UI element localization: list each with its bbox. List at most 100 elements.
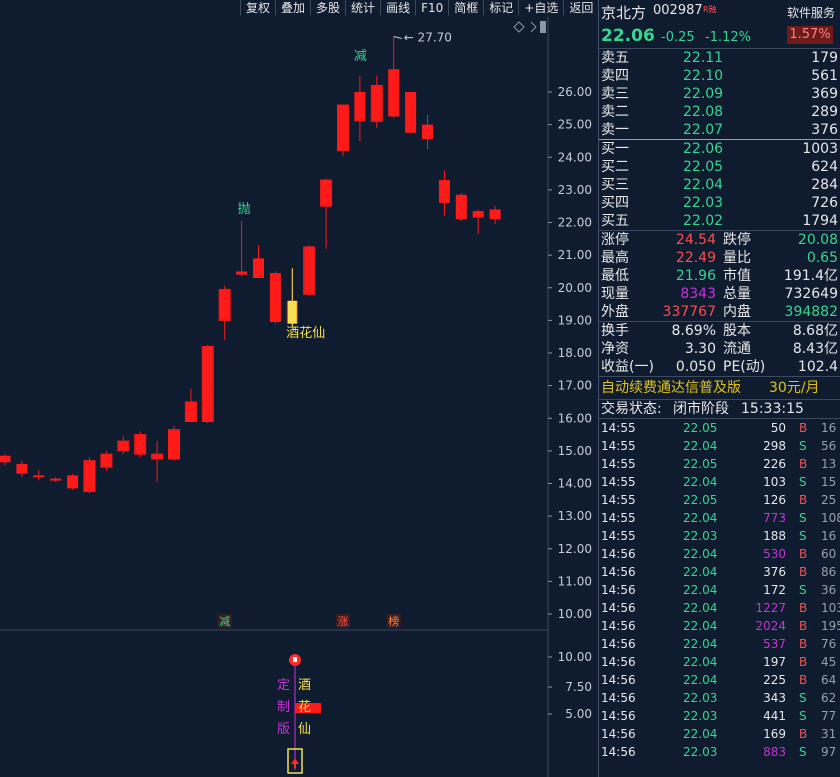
tick-row[interactable]: 14:55 22.04 298 S 56	[599, 437, 840, 455]
stat-row: 最低 21.96 市值 191.4亿	[599, 267, 840, 285]
indicator-label-right: 花	[298, 699, 311, 715]
stat-value: 8.43亿	[792, 341, 838, 357]
candle-fill	[84, 461, 95, 492]
indicator-box	[287, 748, 303, 774]
toolbar-button[interactable]: 多股	[310, 0, 346, 16]
tick-time: 14:56	[601, 745, 636, 759]
indicator-label-right: 酒	[298, 678, 311, 693]
tick-row[interactable]: 14:56 22.03 883 S 97	[599, 743, 840, 761]
tick-side: B	[799, 637, 808, 651]
tick-row[interactable]: 14:56 22.04 1227 B 103	[599, 599, 840, 617]
tick-vol: 1227	[755, 601, 786, 615]
ask-row[interactable]: 卖四 22.10 561	[599, 67, 840, 85]
tick-row[interactable]: 14:56 22.03 343 S 62	[599, 689, 840, 707]
candle-fill	[304, 247, 315, 294]
stat-value: 3.30	[684, 341, 716, 357]
industry-label[interactable]: 软件服务	[787, 6, 836, 20]
signal-annotation: 抛	[238, 202, 251, 217]
toolbar-button[interactable]: F10	[415, 0, 449, 16]
ask-row[interactable]: 卖五 22.11 179	[599, 49, 840, 67]
tick-row[interactable]: 14:56 22.04 172 S 36	[599, 581, 840, 599]
quote-panel: 京北方 002987 R融 软件服务 22.06 -0.25 -1.12% 1.…	[598, 0, 840, 777]
tick-time: 14:56	[601, 619, 636, 633]
indicator-bar	[295, 703, 321, 713]
tick-price: 22.04	[683, 475, 718, 489]
tick-row[interactable]: 14:55 22.05 50 B 16	[599, 419, 840, 437]
tick-row[interactable]: 14:56 22.03 441 S 77	[599, 707, 840, 725]
ask-label: 卖五	[601, 50, 629, 66]
bid-list: 买一 22.06 1003 买二 22.05 624 买三 22.04 284 买四 22.03 72…	[599, 140, 840, 230]
tick-price: 22.04	[683, 619, 718, 633]
tick-vol: 197	[763, 655, 786, 669]
toolbar-button[interactable]: 返回	[563, 0, 599, 16]
promo-text[interactable]: 自动续费通达信普及版	[601, 380, 741, 396]
toolbar-button[interactable]: 简框	[448, 0, 484, 16]
stat-value: 732649	[784, 286, 838, 302]
stat-row: 外盘 337767 内盘 394882	[599, 303, 840, 321]
tick-n: 77	[821, 709, 837, 723]
tick-n: 25	[821, 493, 837, 507]
tick-row[interactable]: 14:55 22.04 103 S 15	[599, 473, 840, 491]
ask-row[interactable]: 卖一 22.07 376	[599, 121, 840, 139]
tick-row[interactable]: 14:55 22.05 126 B 25	[599, 491, 840, 509]
tick-n: 195	[821, 619, 840, 633]
ask-label: 卖四	[601, 68, 629, 84]
tick-row[interactable]: 14:55 22.04 773 S 108	[599, 509, 840, 527]
bid-row[interactable]: 买二 22.05 624	[599, 158, 840, 176]
stat-value: 0.65	[806, 250, 838, 266]
y-tick-label: 11.00	[558, 574, 592, 588]
tick-time: 14:55	[601, 475, 636, 489]
tick-row[interactable]: 14:56 22.04 2024 B 195	[599, 617, 840, 635]
tick-row[interactable]: 14:55 22.05 226 B 13	[599, 455, 840, 473]
toolbar-button[interactable]: 统计	[345, 0, 381, 16]
ask-volume: 289	[811, 104, 838, 120]
bid-row[interactable]: 买三 22.04 284	[599, 176, 840, 194]
toolbar-button[interactable]: 叠加	[275, 0, 311, 16]
tick-row[interactable]: 14:55 22.03 188 S 16	[599, 527, 840, 545]
ask-row[interactable]: 卖三 22.09 369	[599, 85, 840, 103]
ask-list: 卖五 22.11 179 卖四 22.10 561 卖三 22.09 369 卖二 22.08 289…	[599, 49, 840, 139]
promo-price[interactable]: 30元/月	[769, 380, 820, 396]
toolbar-button[interactable]: +自选	[518, 0, 564, 16]
bid-row[interactable]: 买四 22.03 726	[599, 194, 840, 212]
bid-volume: 284	[811, 177, 838, 193]
candle-fill	[371, 85, 382, 121]
bid-row[interactable]: 买一 22.06 1003	[599, 140, 840, 158]
trade-status-label: 交易状态:	[601, 401, 662, 417]
tick-time: 14:56	[601, 565, 636, 579]
tick-price: 22.05	[683, 493, 718, 507]
stat-value: 394882	[784, 304, 838, 320]
bid-row[interactable]: 买五 22.02 1794	[599, 212, 840, 230]
ind-tick-label: 5.00	[565, 707, 592, 721]
tick-price: 22.04	[683, 439, 718, 453]
marker-bg	[386, 614, 401, 628]
price-change: -0.25	[661, 30, 695, 45]
tick-price: 22.03	[683, 745, 718, 759]
toolbar-button[interactable]: 画线	[380, 0, 416, 16]
tick-row[interactable]: 14:56 22.04 225 B 64	[599, 671, 840, 689]
tick-n: 103	[821, 601, 840, 615]
tick-row[interactable]: 14:56 22.04 537 B 76	[599, 635, 840, 653]
kline-chart[interactable]: 26.00 25.00 24.00 23.00 22.00 21.00 20.00 19.00…	[0, 0, 598, 777]
tick-n: 31	[821, 727, 837, 741]
bid-label: 买二	[601, 159, 629, 175]
peak-label: ← 27.70	[404, 31, 452, 45]
toolbar-button[interactable]: 复权	[240, 0, 276, 16]
tick-row[interactable]: 14:56 22.04 376 B 86	[599, 563, 840, 581]
ask-row[interactable]: 卖二 22.08 289	[599, 103, 840, 121]
tick-side: B	[799, 565, 808, 579]
tick-vol: 2024	[755, 619, 786, 633]
ask-volume: 369	[811, 86, 838, 102]
tick-list[interactable]: 14:55 22.05 50 B 16 14:55 22.04 298 S 56 14:55 22.0…	[599, 419, 840, 761]
tick-row[interactable]: 14:56 22.04 197 B 45	[599, 653, 840, 671]
tick-row[interactable]: 14:56 22.04 169 B 31	[599, 725, 840, 743]
ask-volume: 179	[811, 50, 838, 66]
candle-fill	[152, 454, 163, 459]
tick-row[interactable]: 14:56 22.04 530 B 60	[599, 545, 840, 563]
candle-body-down	[354, 92, 366, 122]
toolbar-button[interactable]: 标记	[483, 0, 519, 16]
stat-label: 总量	[723, 286, 751, 302]
stat-label: 收益(一)	[601, 359, 654, 375]
candle-body-down	[455, 194, 467, 220]
promo-banner[interactable]: 自动续费通达信普及版 30元/月	[599, 377, 840, 399]
